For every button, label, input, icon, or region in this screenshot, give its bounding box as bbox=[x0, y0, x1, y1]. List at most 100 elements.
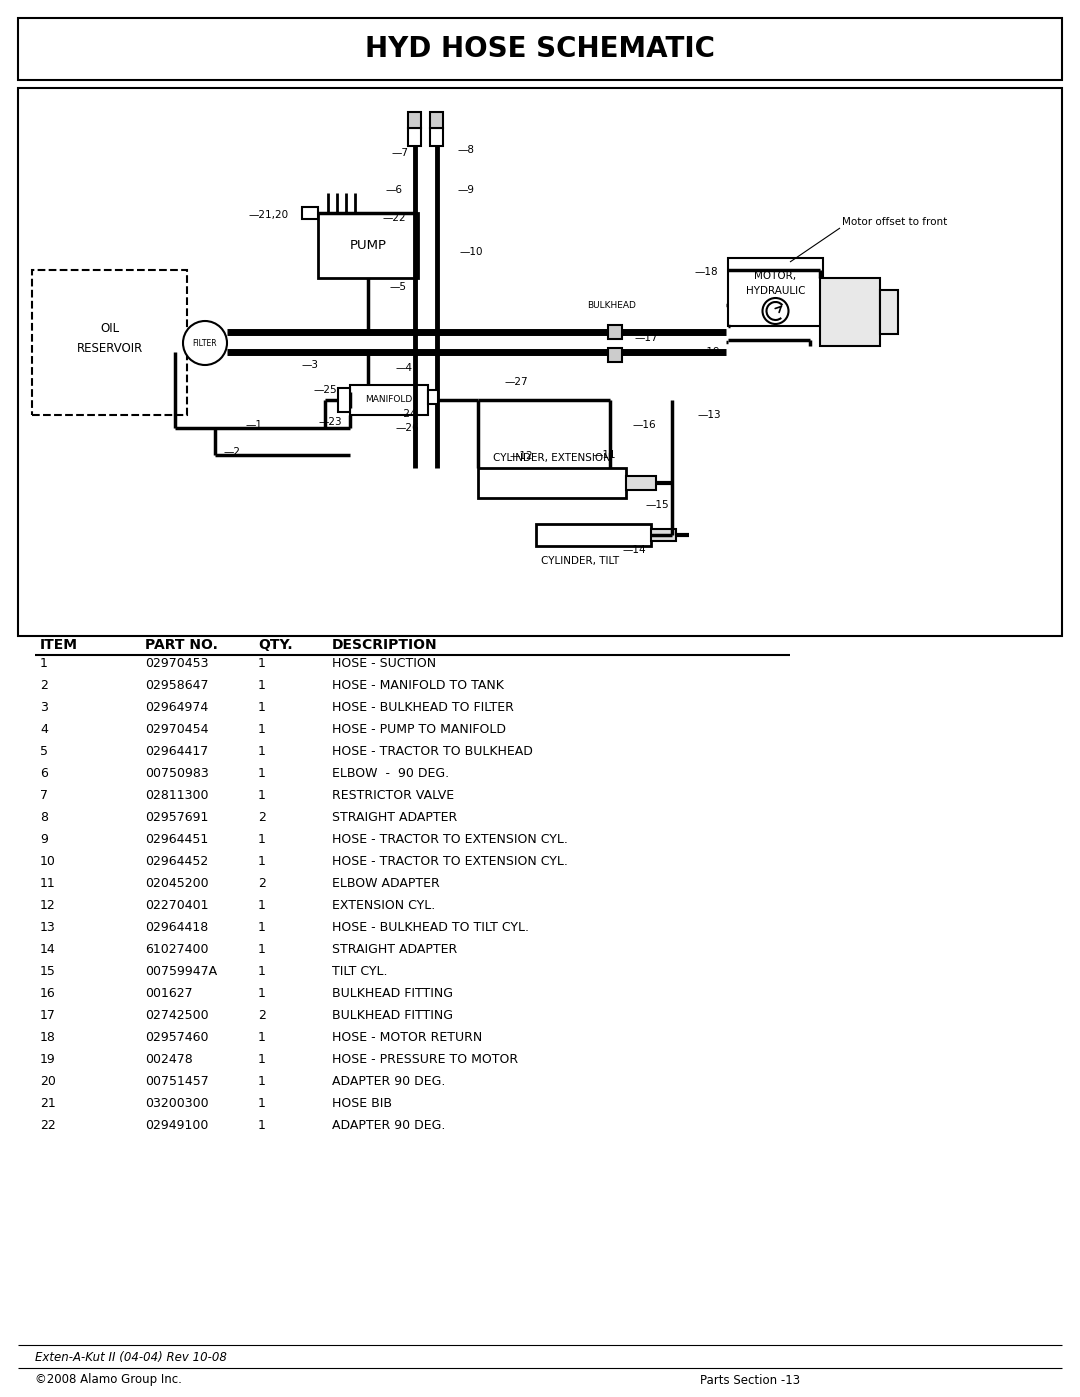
Text: 02957691: 02957691 bbox=[145, 812, 208, 824]
Text: 1: 1 bbox=[258, 1076, 266, 1088]
Text: 2: 2 bbox=[40, 679, 48, 692]
Bar bbox=[18, 18, 1062, 80]
Text: Parts Section -13: Parts Section -13 bbox=[700, 1373, 800, 1386]
Text: —6: —6 bbox=[386, 184, 403, 196]
Text: 17: 17 bbox=[40, 1009, 56, 1023]
Text: HOSE - TRACTOR TO EXTENSION CYL.: HOSE - TRACTOR TO EXTENSION CYL. bbox=[332, 855, 568, 868]
Text: 16: 16 bbox=[40, 988, 56, 1000]
Text: ADAPTER 90 DEG.: ADAPTER 90 DEG. bbox=[332, 1119, 445, 1132]
Text: TILT CYL.: TILT CYL. bbox=[332, 965, 388, 978]
Text: 6: 6 bbox=[40, 767, 48, 780]
Text: 11: 11 bbox=[40, 877, 56, 890]
Text: 8: 8 bbox=[40, 812, 48, 824]
Text: RESERVOIR: RESERVOIR bbox=[77, 341, 143, 355]
Text: 02958647: 02958647 bbox=[145, 679, 208, 692]
Text: Exten-A-Kut II (04-04) Rev 10-08: Exten-A-Kut II (04-04) Rev 10-08 bbox=[35, 1351, 227, 1365]
Text: 19: 19 bbox=[40, 1053, 56, 1066]
Text: —12: —12 bbox=[510, 451, 534, 461]
Text: HOSE - MOTOR RETURN: HOSE - MOTOR RETURN bbox=[332, 1031, 483, 1044]
Text: —15: —15 bbox=[645, 500, 669, 510]
Text: 14: 14 bbox=[40, 943, 56, 956]
Text: 9: 9 bbox=[40, 833, 48, 847]
Bar bbox=[318, 212, 418, 278]
Text: 18: 18 bbox=[40, 1031, 56, 1044]
Text: 1: 1 bbox=[258, 965, 266, 978]
Text: 02957460: 02957460 bbox=[145, 1031, 208, 1044]
Text: —9: —9 bbox=[458, 184, 475, 196]
Text: 1: 1 bbox=[258, 943, 266, 956]
Text: 02970453: 02970453 bbox=[145, 657, 208, 671]
Circle shape bbox=[183, 321, 227, 365]
Text: 5: 5 bbox=[40, 745, 48, 759]
Text: 1: 1 bbox=[40, 657, 48, 671]
Text: 22: 22 bbox=[40, 1119, 56, 1132]
Text: —19: —19 bbox=[697, 346, 720, 358]
Text: HOSE - MANIFOLD TO TANK: HOSE - MANIFOLD TO TANK bbox=[332, 679, 504, 692]
Text: —25: —25 bbox=[313, 386, 337, 395]
Text: —18: —18 bbox=[694, 267, 718, 277]
Text: QTY.: QTY. bbox=[258, 638, 293, 652]
Bar bbox=[408, 129, 421, 147]
Text: —14: —14 bbox=[622, 545, 646, 555]
Text: STRAIGHT ADAPTER: STRAIGHT ADAPTER bbox=[332, 812, 457, 824]
Text: 3: 3 bbox=[40, 701, 48, 714]
Text: —1: —1 bbox=[245, 420, 262, 430]
Text: EXTENSION CYL.: EXTENSION CYL. bbox=[332, 900, 435, 912]
Bar bbox=[608, 326, 622, 339]
Bar bbox=[430, 112, 443, 129]
Text: ©2008 Alamo Group Inc.: ©2008 Alamo Group Inc. bbox=[35, 1373, 181, 1386]
Text: —23: —23 bbox=[319, 416, 342, 427]
Text: 02270401: 02270401 bbox=[145, 900, 208, 912]
Text: HOSE - PUMP TO MANIFOLD: HOSE - PUMP TO MANIFOLD bbox=[332, 724, 507, 736]
Text: 1: 1 bbox=[258, 1097, 266, 1111]
Text: 1: 1 bbox=[258, 701, 266, 714]
Text: 03200300: 03200300 bbox=[145, 1097, 208, 1111]
Bar bbox=[478, 468, 626, 497]
Bar bbox=[728, 258, 823, 326]
Text: 4: 4 bbox=[40, 724, 48, 736]
Text: —27: —27 bbox=[504, 377, 528, 387]
Bar bbox=[651, 529, 676, 541]
Text: BULKHEAD FITTING: BULKHEAD FITTING bbox=[332, 1009, 453, 1023]
Text: 02045200: 02045200 bbox=[145, 877, 208, 890]
Text: 15: 15 bbox=[40, 965, 56, 978]
Text: HOSE - SUCTION: HOSE - SUCTION bbox=[332, 657, 436, 671]
Text: 02964451: 02964451 bbox=[145, 833, 208, 847]
Text: 00750983: 00750983 bbox=[145, 767, 208, 780]
Text: 00759947A: 00759947A bbox=[145, 965, 217, 978]
Text: 1: 1 bbox=[258, 1053, 266, 1066]
Text: 2: 2 bbox=[258, 812, 266, 824]
Text: PART NO.: PART NO. bbox=[145, 638, 218, 652]
Text: MOTOR,: MOTOR, bbox=[755, 271, 797, 281]
Text: ELBOW  -  90 DEG.: ELBOW - 90 DEG. bbox=[332, 767, 449, 780]
Text: —16: —16 bbox=[633, 420, 656, 430]
Text: HYD HOSE SCHEMATIC: HYD HOSE SCHEMATIC bbox=[365, 35, 715, 63]
Text: —11: —11 bbox=[592, 450, 616, 460]
Text: —2: —2 bbox=[222, 447, 240, 457]
Text: STRAIGHT ADAPTER: STRAIGHT ADAPTER bbox=[332, 943, 457, 956]
Text: —4: —4 bbox=[396, 363, 413, 373]
Bar bbox=[18, 88, 1062, 636]
Bar bbox=[350, 386, 428, 415]
Text: 2: 2 bbox=[258, 877, 266, 890]
Text: 1: 1 bbox=[258, 657, 266, 671]
Text: 1: 1 bbox=[258, 745, 266, 759]
Text: 002478: 002478 bbox=[145, 1053, 192, 1066]
Text: ITEM: ITEM bbox=[40, 638, 78, 652]
Bar bbox=[820, 278, 880, 346]
Text: —21,20: —21,20 bbox=[248, 210, 289, 219]
Text: 02811300: 02811300 bbox=[145, 789, 208, 802]
Text: —7: —7 bbox=[391, 148, 408, 158]
Bar bbox=[626, 476, 656, 490]
Text: 7: 7 bbox=[40, 789, 48, 802]
Text: 10: 10 bbox=[40, 855, 56, 868]
Text: 13: 13 bbox=[40, 921, 56, 935]
Text: BULKHEAD: BULKHEAD bbox=[588, 300, 636, 310]
Text: 1: 1 bbox=[258, 767, 266, 780]
Text: 1: 1 bbox=[258, 1031, 266, 1044]
Bar bbox=[428, 390, 438, 404]
Text: 1: 1 bbox=[258, 679, 266, 692]
Bar bbox=[608, 348, 622, 362]
Text: 1: 1 bbox=[258, 789, 266, 802]
Text: —22: —22 bbox=[382, 212, 406, 224]
